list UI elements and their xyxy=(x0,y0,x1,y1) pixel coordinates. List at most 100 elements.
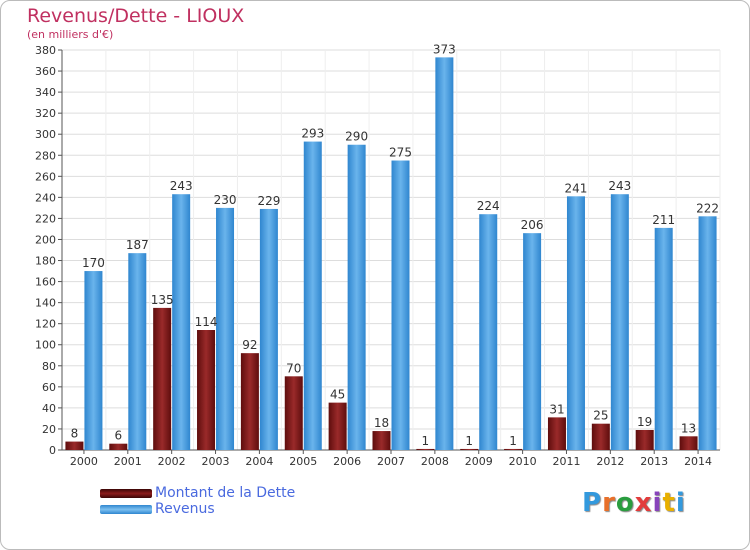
data-label-dette-2001: 6 xyxy=(114,429,122,443)
data-label-revenus-2006: 290 xyxy=(345,130,368,144)
legend-label-dette: Montant de la Dette xyxy=(155,485,296,501)
data-label-revenus-2010: 206 xyxy=(521,218,544,232)
x-tick-label: 2010 xyxy=(509,455,537,468)
y-tick-label: 180 xyxy=(35,255,56,268)
data-label-revenus-2003: 230 xyxy=(214,193,237,207)
logo-letter: r xyxy=(602,488,616,518)
bar-revenus-2014 xyxy=(698,216,717,450)
bar-dette-2000 xyxy=(65,441,84,450)
bar-dette-2012 xyxy=(591,423,610,450)
y-tick-label: 160 xyxy=(35,276,56,289)
x-tick-label: 2006 xyxy=(333,455,361,468)
y-tick-label: 80 xyxy=(42,360,56,373)
bar-layer xyxy=(65,57,717,451)
data-label-dette-2003: 114 xyxy=(195,315,218,329)
logo-letter: i xyxy=(652,488,663,518)
data-label-dette-2000: 8 xyxy=(71,427,79,441)
data-label-dette-2008: 1 xyxy=(422,434,430,448)
legend-swatch-revenus xyxy=(100,505,152,514)
bar-dette-2011 xyxy=(547,417,566,450)
y-tick-label: 40 xyxy=(42,402,56,415)
grid-layer xyxy=(61,49,721,451)
x-tick-label: 2013 xyxy=(640,455,668,468)
data-label-dette-2009: 1 xyxy=(465,434,473,448)
bar-dette-2005 xyxy=(284,376,303,450)
bar-revenus-2004 xyxy=(259,208,278,450)
data-label-revenus-2008: 373 xyxy=(433,42,456,56)
y-tick-label: 100 xyxy=(35,339,56,352)
data-label-dette-2011: 31 xyxy=(549,402,564,416)
data-label-dette-2007: 18 xyxy=(374,416,389,430)
y-tick-label: 60 xyxy=(42,381,56,394)
y-tick-label: 240 xyxy=(35,191,56,204)
legend-swatch-dette xyxy=(100,489,152,498)
axis-layer: 0 20 40 60 80 100 120 140 160 180 200 220 240 260 280 3… xyxy=(35,44,720,468)
data-label-dette-2010: 1 xyxy=(509,434,517,448)
data-label-revenus-2007: 275 xyxy=(389,146,412,160)
x-tick-label: 2007 xyxy=(377,455,405,468)
bar-dette-2010 xyxy=(504,448,523,450)
y-tick-label: 320 xyxy=(35,107,56,120)
bar-dette-2002 xyxy=(153,307,172,450)
x-tick-label: 2005 xyxy=(289,455,317,468)
logo-letter: i xyxy=(675,488,686,518)
y-tick-label: 360 xyxy=(35,65,56,78)
x-tick-label: 2000 xyxy=(70,455,98,468)
bar-revenus-2010 xyxy=(523,233,542,450)
plot-area xyxy=(62,50,720,450)
legend-label-revenus: Revenus xyxy=(155,501,215,517)
x-tick-label: 2009 xyxy=(465,455,493,468)
x-tick-label: 2014 xyxy=(684,455,712,468)
data-label-revenus-2014: 222 xyxy=(696,201,719,215)
y-tick-label: 220 xyxy=(35,212,56,225)
data-label-revenus-2005: 293 xyxy=(301,127,324,141)
y-tick-label: 380 xyxy=(35,44,56,57)
bar-revenus-2007 xyxy=(391,160,410,451)
bar-revenus-2005 xyxy=(303,141,322,450)
y-tick-label: 340 xyxy=(35,86,56,99)
bar-revenus-2001 xyxy=(128,253,147,450)
data-label-dette-2013: 19 xyxy=(637,415,652,429)
bar-revenus-2006 xyxy=(347,144,366,450)
bar-dette-2007 xyxy=(372,431,391,450)
y-tick-label: 0 xyxy=(49,444,56,457)
x-tick-label: 2008 xyxy=(421,455,449,468)
bar-revenus-2003 xyxy=(216,207,235,450)
data-label-revenus-2000: 170 xyxy=(82,256,105,270)
chart-title: Revenus/Dette - LIOUX xyxy=(27,5,245,27)
bar-dette-2009 xyxy=(460,448,479,450)
bar-dette-2014 xyxy=(679,436,698,450)
x-tick-label: 2003 xyxy=(202,455,230,468)
y-tick-label: 260 xyxy=(35,170,56,183)
bar-dette-2013 xyxy=(635,430,654,450)
data-label-revenus-2012: 243 xyxy=(608,179,631,193)
data-label-dette-2012: 25 xyxy=(593,409,608,423)
bar-revenus-2002 xyxy=(172,194,191,450)
data-label-revenus-2002: 243 xyxy=(170,179,193,193)
bar-revenus-2009 xyxy=(479,214,498,450)
y-tick-label: 200 xyxy=(35,233,56,246)
x-tick-label: 2004 xyxy=(245,455,273,468)
label-layer: 8 6 135 114 92 70 45 18 1 1 1 31 25 19 13 170 187 243 230 2… xyxy=(71,42,719,448)
proxiti-logo: Proxiti xyxy=(582,488,686,518)
bar-revenus-2000 xyxy=(84,271,103,450)
data-label-dette-2005: 70 xyxy=(286,361,301,375)
data-label-dette-2006: 45 xyxy=(330,388,345,402)
x-tick-label: 2001 xyxy=(114,455,142,468)
bar-dette-2004 xyxy=(240,353,259,450)
data-label-revenus-2009: 224 xyxy=(477,199,500,213)
data-label-revenus-2004: 229 xyxy=(257,194,280,208)
y-tick-label: 20 xyxy=(42,423,56,436)
data-label-revenus-2011: 241 xyxy=(565,181,588,195)
x-tick-label: 2011 xyxy=(552,455,580,468)
bar-dette-2006 xyxy=(328,402,347,450)
bar-revenus-2012 xyxy=(610,194,629,450)
bar-dette-2003 xyxy=(197,330,216,450)
y-tick-label: 140 xyxy=(35,297,56,310)
x-tick-label: 2002 xyxy=(158,455,186,468)
bar-revenus-2008 xyxy=(435,57,454,451)
chart-subtitle: (en milliers d'€) xyxy=(27,28,114,41)
logo-letter: P xyxy=(582,488,603,518)
bar-dette-2008 xyxy=(416,448,435,450)
